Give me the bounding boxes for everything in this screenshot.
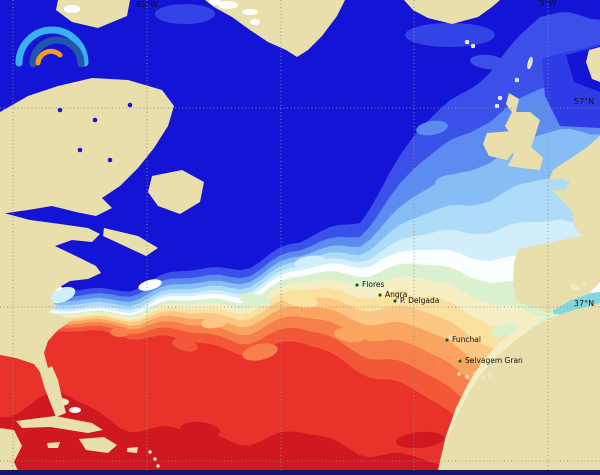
land-yucatan: [0, 428, 22, 475]
ice-patch: [209, 0, 221, 5]
land-iberia: [513, 234, 600, 313]
logo-inner-arc: [29, 36, 85, 68]
ice-patch: [242, 9, 258, 15]
land-mainland-us: [0, 212, 101, 417]
logo-outer-arc: [15, 26, 89, 67]
land-iceland: [404, 0, 500, 24]
map-bottom-border: [0, 470, 600, 475]
land-puerto-rico: [127, 447, 138, 453]
rainbow-arcs-logo: [15, 26, 89, 68]
land-africa: [438, 303, 600, 475]
land-jamaica: [47, 442, 60, 448]
land-great-britain: [505, 93, 543, 170]
ice-patch: [64, 5, 80, 13]
logo-orange-arc: [35, 48, 63, 66]
land-jutland: [586, 47, 600, 82]
land-france: [549, 136, 600, 238]
land-hispaniola: [79, 437, 117, 453]
land-labrador: [0, 78, 174, 216]
ice-patch: [250, 19, 260, 25]
land-greenland: [205, 0, 345, 57]
land-ireland: [483, 131, 517, 160]
land-newfoundland: [148, 170, 204, 214]
ocean-temperature-bands: [0, 12, 600, 475]
ocean-eddies: [48, 54, 532, 449]
land-nova-scotia: [103, 228, 158, 256]
ice-patch: [218, 1, 238, 9]
land-cuba: [16, 416, 103, 433]
